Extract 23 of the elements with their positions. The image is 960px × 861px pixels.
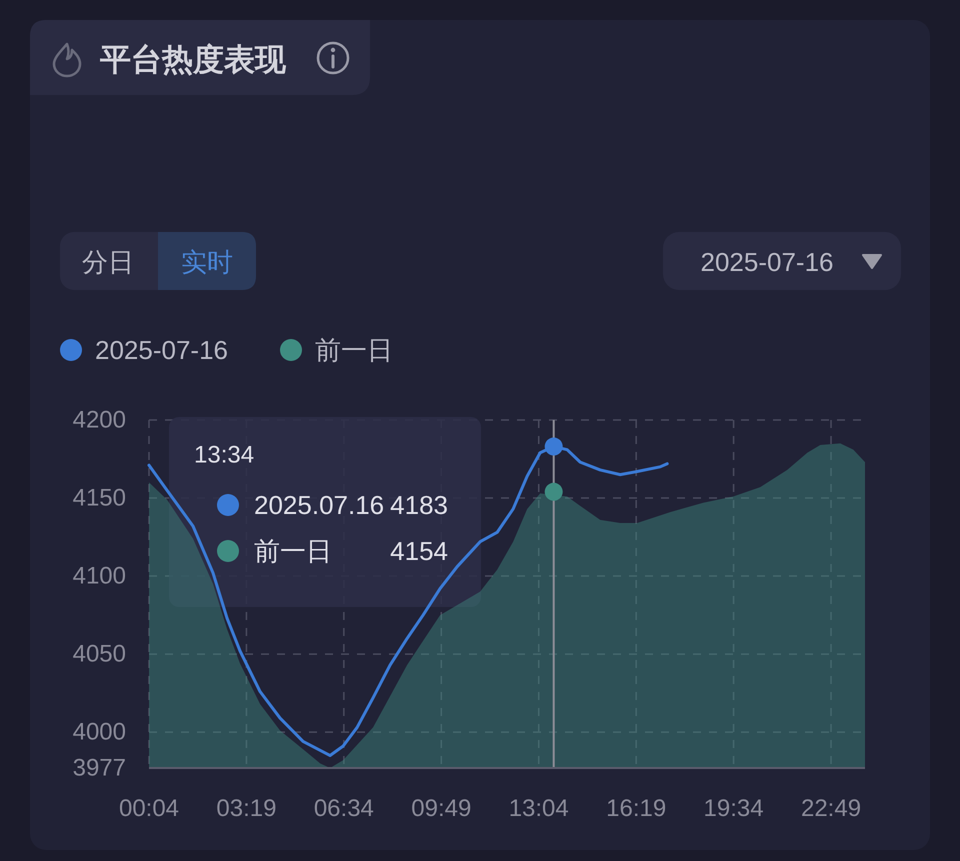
y-tick-label: 4000 bbox=[72, 718, 126, 746]
x-tick-label: 00:04 bbox=[118, 795, 180, 822]
legend-label: 前一日 bbox=[315, 335, 393, 365]
text: 前一日 4154 bbox=[254, 536, 448, 566]
y-tick-label: 4100 bbox=[72, 562, 126, 590]
title: 平台热度表现 bbox=[100, 42, 286, 77]
text: 实时 bbox=[181, 247, 233, 277]
text: 分日 bbox=[82, 247, 134, 277]
annotation: 2025.07.16 4183 bbox=[254, 490, 448, 520]
legend-label: 2025-07-16 bbox=[95, 335, 228, 365]
x-tick-label: 16:19 bbox=[606, 795, 666, 822]
x-tick-label: 09:49 bbox=[411, 795, 472, 822]
y-tick-label: 4150 bbox=[72, 484, 126, 512]
x-tick-label: 13:04 bbox=[508, 795, 569, 822]
text: 2025-07-16 bbox=[700, 247, 834, 277]
y-tick-label: 3977 bbox=[72, 754, 126, 782]
y-tick-label: 4200 bbox=[72, 406, 126, 434]
x-tick-label: 19:34 bbox=[704, 795, 764, 822]
y-tick-label: 4050 bbox=[72, 640, 126, 668]
x-tick-label: 06:34 bbox=[314, 795, 374, 822]
annotation: 13:34 bbox=[194, 442, 254, 468]
x-tick-label: 22:49 bbox=[801, 795, 862, 822]
x-tick-label: 03:19 bbox=[216, 795, 276, 822]
